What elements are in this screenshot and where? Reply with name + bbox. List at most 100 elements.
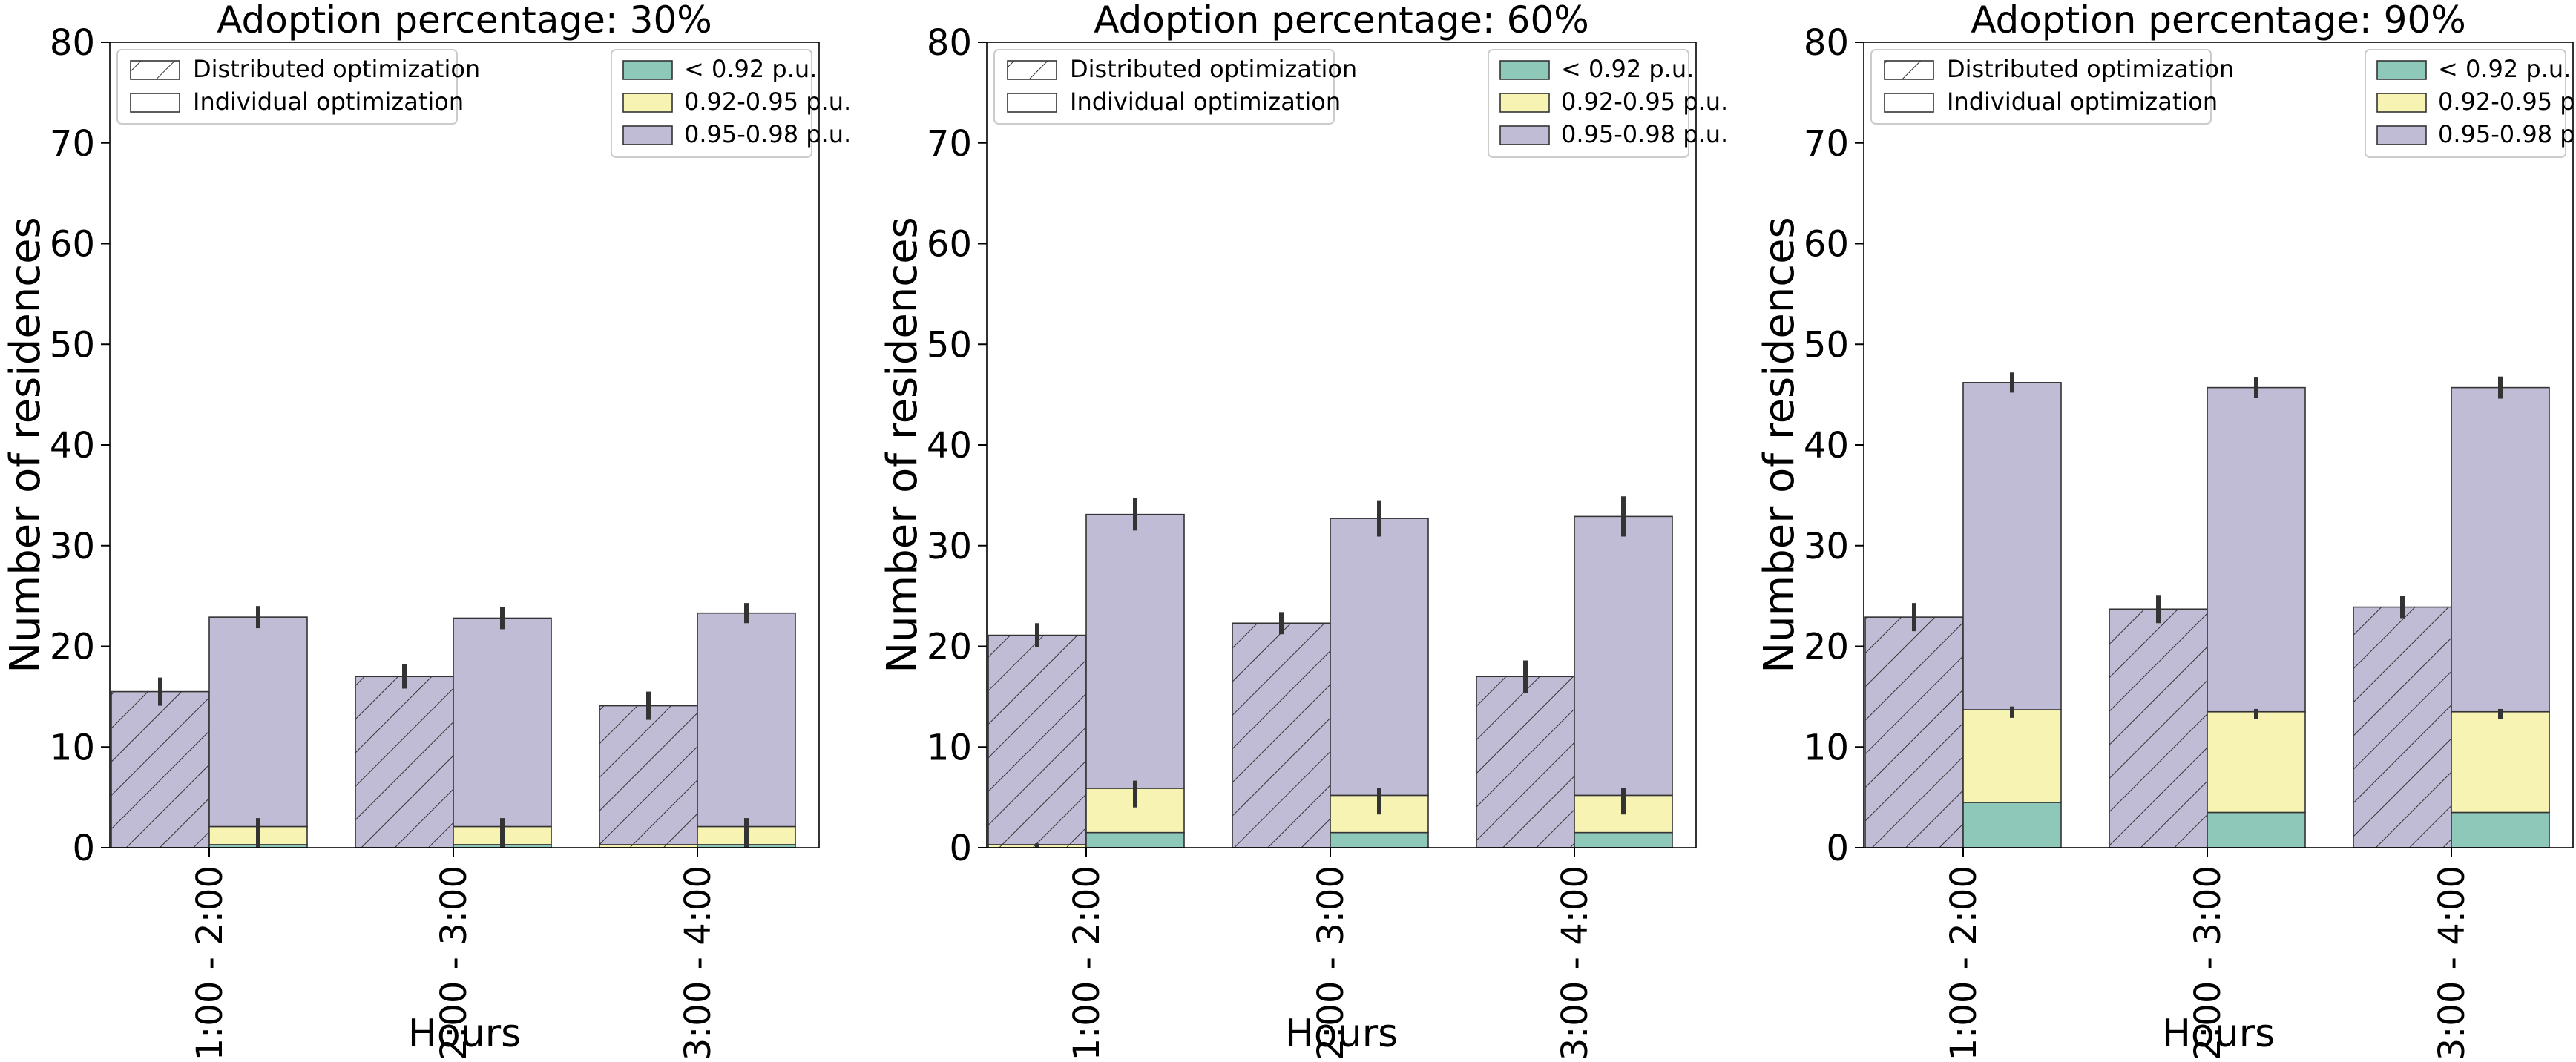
bar-hatch: [355, 676, 453, 848]
legend-label: 0.92-0.95 p.u.: [2438, 88, 2576, 116]
x-tick-label: 3:00 - 4:00: [2431, 865, 2473, 1059]
legend-swatch: [622, 125, 673, 145]
x-axis-label: Hours: [1285, 1012, 1398, 1056]
y-tick-label: 50: [50, 324, 95, 366]
x-axis-label: Hours: [408, 1012, 521, 1056]
y-tick-label: 30: [50, 526, 95, 567]
y-tick-label: 40: [927, 425, 972, 466]
legend-label: Distributed optimization: [1947, 55, 2234, 83]
legend-label: 0.92-0.95 p.u.: [1561, 88, 1728, 116]
y-tick-label: 30: [927, 526, 972, 567]
legend-swatch: [1499, 60, 1550, 80]
legend-methods: Distributed optimization Individual optim…: [116, 49, 480, 125]
x-tick-label: 3:00 - 4:00: [1554, 865, 1596, 1059]
x-tick-label: 1:00 - 2:00: [189, 865, 231, 1059]
panel-title: Adoption percentage: 60%: [1094, 0, 1589, 42]
bar-segment: [2451, 386, 2550, 713]
legend-label: 0.95-0.98 p.u.: [684, 120, 851, 148]
legend-methods: Distributed optimization Individual optim…: [993, 49, 1357, 125]
y-tick-label: 70: [50, 123, 95, 165]
legend-swatch: [1884, 93, 1934, 113]
legend-swatch-hatch: [131, 61, 180, 79]
bar-segment: [1962, 802, 2062, 848]
y-tick-label: 0: [72, 828, 95, 869]
legend-swatch: [2376, 125, 2427, 145]
legend-label: Distributed optimization: [193, 55, 480, 83]
y-tick-label: 10: [1804, 727, 1849, 768]
panel-2: Adoption percentage: 60% 0 10 20 30 40 50 60 70 8…: [878, 0, 1728, 1061]
y-tick-label: 40: [1804, 425, 1849, 466]
legend-box: [116, 49, 458, 125]
legend-ranges: < 0.92 p.u. 0.92-0.95 p.u. 0.95-0.98 p.u.: [1488, 49, 1728, 158]
legend-box: [993, 49, 1335, 125]
legend-label: < 0.92 p.u.: [684, 55, 817, 83]
bar-segment: [2207, 710, 2306, 814]
bar-segment: [1085, 513, 1185, 789]
y-tick-label: 10: [50, 727, 95, 768]
bar-segment: [1962, 709, 2062, 803]
legend-label: Individual optimization: [1947, 88, 2218, 116]
bar-hatch: [1232, 623, 1330, 848]
legend-label: < 0.92 p.u.: [2438, 55, 2571, 83]
legend-swatch: [2376, 60, 2427, 80]
legend-label: Individual optimization: [1070, 88, 1341, 116]
bar-segment: [2451, 811, 2550, 848]
bar-hatch: [2353, 607, 2451, 848]
legend-swatch: [2376, 93, 2427, 113]
legend-label: Distributed optimization: [1070, 55, 1357, 83]
y-tick-label: 30: [1804, 526, 1849, 567]
panel-title: Adoption percentage: 90%: [1971, 0, 2466, 42]
legend-swatch: [130, 93, 180, 113]
x-tick-label: 2:00 - 3:00: [433, 865, 475, 1059]
legend-swatch: [622, 93, 673, 113]
plot-frame: [986, 42, 1697, 848]
y-tick-label: 0: [949, 828, 972, 869]
legend-methods: Distributed optimization Individual optim…: [1870, 49, 2234, 125]
bar-hatch: [1476, 676, 1574, 848]
y-tick-label: 40: [50, 425, 95, 466]
bar-segment: [453, 617, 552, 828]
y-tick-label: 20: [50, 627, 95, 668]
bar-hatch: [599, 844, 697, 848]
panel-3: Adoption percentage: 90% 0 10 20 30 40 50 60 70 8…: [1755, 0, 2576, 1061]
bar-hatch: [111, 691, 209, 848]
bar-segment: [2207, 386, 2306, 713]
y-tick-label: 80: [1804, 22, 1849, 64]
y-tick-label: 0: [1826, 828, 1849, 869]
y-tick-label: 80: [927, 22, 972, 64]
panel-1: Adoption percentage: 30% 0 10 20 30 40 50 60 70 8…: [1, 0, 851, 1061]
y-tick-label: 20: [1804, 627, 1849, 668]
bar-segment: [1962, 382, 2062, 710]
plot-frame: [1863, 42, 2574, 848]
y-tick-label: 20: [927, 627, 972, 668]
legend-ranges: < 0.92 p.u. 0.92-0.95 p.u. 0.95-0.98 p.u.: [2365, 49, 2576, 158]
y-axis-label: Number of residences: [1755, 217, 1804, 673]
legend-swatch: [1499, 125, 1550, 145]
y-tick-label: 70: [927, 123, 972, 165]
legend-swatch-hatch: [1885, 61, 1933, 79]
bar-segment: [1085, 831, 1185, 848]
legend-label: 0.95-0.98 p.u.: [1561, 120, 1728, 148]
y-tick-label: 60: [1804, 224, 1849, 266]
legend-label: < 0.92 p.u.: [1561, 55, 1694, 83]
y-tick-label: 50: [927, 324, 972, 366]
legend-label: 0.92-0.95 p.u.: [684, 88, 851, 116]
y-tick-label: 60: [927, 224, 972, 266]
bar-segment: [2207, 811, 2306, 848]
legend-swatch: [622, 60, 673, 80]
bar-hatch: [988, 635, 1086, 845]
bar-hatch: [2109, 609, 2207, 848]
y-tick-label: 10: [927, 727, 972, 768]
plot-frame: [109, 42, 820, 848]
legend-label: 0.95-0.98 p.u.: [2438, 120, 2576, 148]
bar-hatch: [599, 705, 697, 845]
x-tick-label: 2:00 - 3:00: [2187, 865, 2229, 1059]
legend-swatch-hatch: [1008, 61, 1057, 79]
legend-swatch: [1007, 93, 1057, 113]
legend-box: [1870, 49, 2212, 125]
bar-hatch: [1865, 617, 1963, 848]
y-tick-label: 60: [50, 224, 95, 266]
bar-segment: [208, 616, 308, 828]
